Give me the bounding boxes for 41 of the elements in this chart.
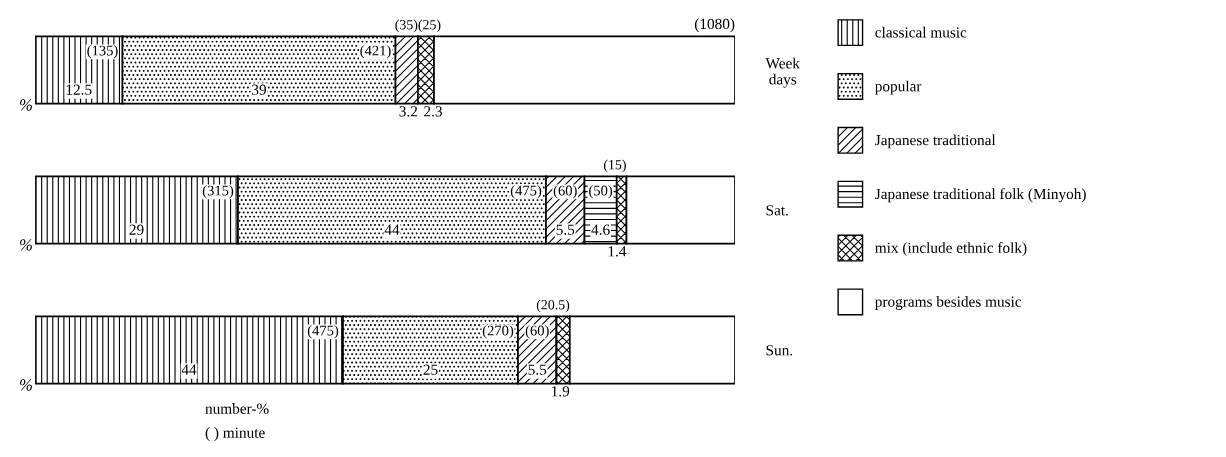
data-label: 1.4 — [608, 246, 627, 257]
annotation: (35) — [395, 19, 418, 33]
legend-label: programs besides music — [875, 296, 1022, 310]
legend-label: popular — [875, 80, 922, 95]
annotation: % — [19, 379, 32, 391]
annotation: (20.5) — [536, 299, 570, 313]
annotation: (135) — [87, 45, 118, 59]
legend-label: classical music — [875, 26, 967, 38]
y-tick-label: Week days — [765, 57, 800, 88]
annotation: (475) — [307, 325, 339, 339]
annotation: number-% — [205, 403, 269, 414]
annotation: % — [19, 99, 32, 111]
data-label: 44 — [181, 364, 197, 375]
annotation: (60) — [553, 185, 577, 199]
data-label: 25 — [423, 364, 438, 375]
y-tick-label: Sun. — [766, 345, 793, 356]
data-label: 1.9 — [552, 386, 570, 397]
annotation: (25) — [418, 19, 441, 33]
annotation: (60) — [525, 325, 549, 339]
legend-label: mix (include ethnic folk) — [875, 242, 1027, 257]
legend-label: Japanese traditional folk (Minyoh) — [875, 188, 1086, 203]
legend-label: Japanese traditional — [875, 134, 996, 149]
annotation: % — [19, 239, 32, 251]
data-label: 5.5 — [528, 364, 547, 375]
data-label: 3.2 — [399, 106, 418, 117]
data-label: 4.6 — [591, 224, 610, 235]
data-label: 12.5 — [66, 84, 92, 95]
annotation: (315) — [202, 185, 234, 199]
annotation: (50) — [589, 185, 613, 199]
data-label: 39 — [252, 84, 267, 95]
annotation: (475) — [510, 185, 542, 199]
data-label: 2.3 — [424, 106, 442, 117]
annotation: (270) — [482, 325, 514, 339]
data-label: 44 — [384, 224, 400, 235]
data-label: 29 — [129, 224, 144, 235]
annotation: (1080) — [694, 18, 735, 33]
text: ( ) minute — [205, 427, 265, 441]
annotation: (421) — [360, 45, 391, 59]
y-tick-label: Sat. — [766, 205, 788, 216]
annotation: (15) — [603, 159, 626, 173]
data-label: 5.5 — [556, 224, 575, 235]
